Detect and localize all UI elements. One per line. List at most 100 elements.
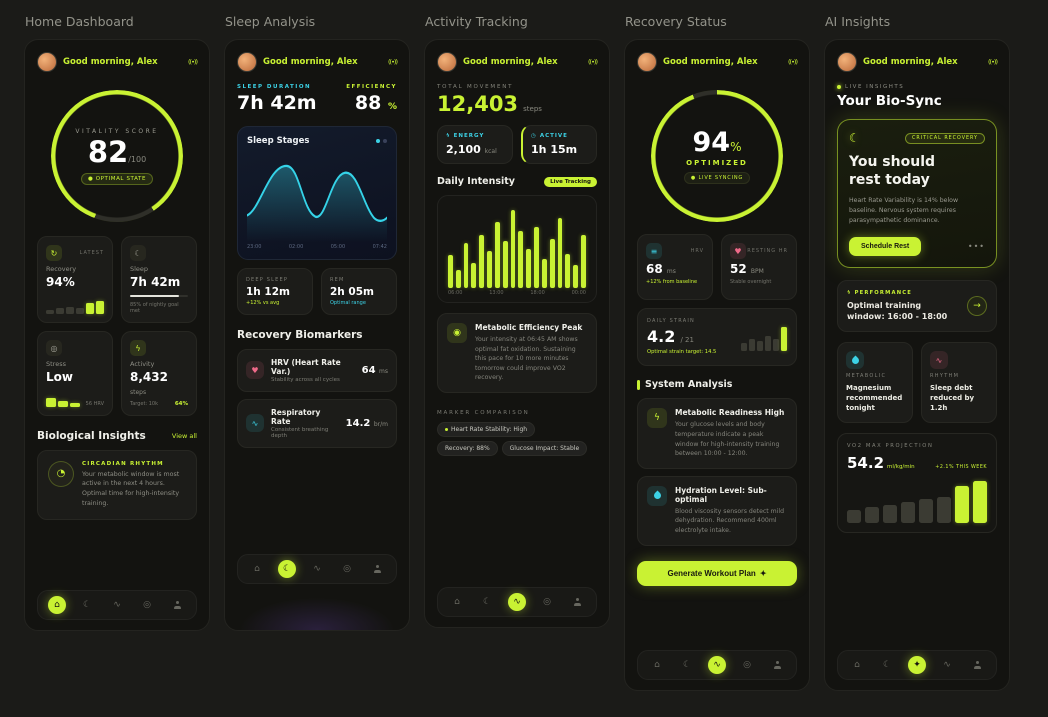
panel-title: AI Insights	[825, 14, 891, 29]
more-options-icon[interactable]: •••	[967, 241, 985, 251]
home-icon: ⌂	[454, 597, 460, 607]
profile-icon	[773, 661, 781, 669]
vo2-unit: ml/kg/min	[887, 463, 915, 470]
nav-home[interactable]: ⌂	[448, 593, 466, 611]
performance-card[interactable]: ϟ PERFORMANCE Optimal training window: 16…	[837, 279, 997, 333]
deep-sleep-value: 1h 12m	[246, 285, 290, 298]
schedule-rest-button[interactable]: Schedule Rest	[849, 236, 922, 256]
bottom-nav: ⌂ ☾ ∿ ◎	[237, 554, 397, 584]
rem-card[interactable]: REM 2h 05m Optimal range	[321, 267, 397, 315]
nav-activity[interactable]: ∿	[108, 596, 126, 614]
avatar[interactable]	[837, 52, 857, 72]
analysis-title: Hydration Level: Sub-optimal	[675, 485, 767, 504]
energy-card[interactable]: ϟ ENERGY 2,100 kcal	[437, 125, 513, 165]
bar	[781, 327, 787, 352]
screen-activity-tracking: Good morning, Alex ((•)) TOTAL MOVEMENT …	[424, 39, 610, 628]
sleep-card[interactable]: ☾ Sleep 7h 42m 85% of nightly goal met	[121, 236, 197, 324]
stat-label: Stress	[46, 360, 66, 369]
nav-recovery[interactable]: ◎	[538, 593, 556, 611]
design-canvas: Home Dashboard Good morning, Alex ((•)) …	[24, 10, 1010, 691]
bar	[534, 226, 539, 289]
chip-recovery[interactable]: Recovery: 88%	[437, 441, 498, 457]
nav-activity[interactable]: ∿	[938, 656, 956, 674]
app-header: Good morning, Alex ((•))	[437, 52, 598, 72]
nav-home[interactable]: ⌂	[248, 560, 266, 578]
hydration-card[interactable]: Hydration Level: Sub-optimal Blood visco…	[637, 475, 797, 546]
legend-dots	[376, 138, 387, 143]
avatar[interactable]	[437, 52, 457, 72]
nav-profile[interactable]	[768, 656, 786, 674]
intensity-chart-card: 06:00 13:00 18:00 00:00	[437, 195, 597, 304]
bar	[479, 234, 485, 289]
stress-card[interactable]: ◎ Stress Low 56 HRV	[37, 331, 113, 416]
hrv-biomarker-card[interactable]: ♥ HRV (Heart Rate Var.) Stability across…	[237, 348, 397, 392]
system-analysis-heading: System Analysis	[645, 379, 733, 391]
bar	[463, 242, 469, 289]
bar	[487, 251, 492, 289]
vo2-max-card[interactable]: VO2 MAX PROJECTION 54.2 ml/kg/min +2.1% …	[837, 432, 997, 533]
avatar[interactable]	[37, 52, 57, 72]
nav-home[interactable]: ⌂	[48, 596, 66, 614]
respiratory-biomarker-card[interactable]: ∿ Respiratory Rate Consistent breathing …	[237, 398, 397, 448]
nav-recovery[interactable]: ◎	[738, 656, 756, 674]
nav-home[interactable]: ⌂	[648, 656, 666, 674]
generate-workout-button[interactable]: Generate Workout Plan ✦	[637, 560, 797, 586]
panel-activity-tracking: Activity Tracking Good morning, Alex ((•…	[424, 10, 610, 628]
resp-unit: br/m	[373, 420, 388, 428]
nav-sleep[interactable]: ☾	[278, 560, 296, 578]
nav-ai[interactable]: ✦	[908, 656, 926, 674]
nav-activity[interactable]: ∿	[508, 593, 526, 611]
live-signal-icon[interactable]: ((•))	[388, 58, 398, 66]
sleep-value: 7h 42m	[130, 275, 181, 289]
sleep-duration-label: SLEEP DURATION	[237, 84, 312, 90]
resting-hr-card[interactable]: ♥ RESTING HR 52 BPM Stable overnight	[721, 234, 797, 300]
circadian-insight-card[interactable]: ◔ CIRCADIAN RHYTHM Your metabolic window…	[37, 449, 197, 520]
deep-sleep-card[interactable]: DEEP SLEEP 1h 12m +12% vs avg	[237, 267, 313, 315]
avatar[interactable]	[637, 52, 657, 72]
nav-activity[interactable]: ∿	[708, 656, 726, 674]
nav-sleep[interactable]: ☾	[78, 596, 96, 614]
nav-home[interactable]: ⌂	[848, 656, 866, 674]
nav-sleep[interactable]: ☾	[878, 656, 896, 674]
steps-unit: steps	[130, 389, 147, 397]
recovery-card[interactable]: ↻ LATEST Recovery 94%	[37, 236, 113, 324]
critical-recovery-card[interactable]: ☾ CRITICAL RECOVERY You should rest toda…	[837, 119, 997, 268]
chip-hr-stability[interactable]: Heart Rate Stability: High	[437, 422, 536, 438]
live-signal-icon[interactable]: ((•))	[188, 58, 198, 66]
nav-recovery[interactable]: ◎	[338, 560, 356, 578]
metabolic-card[interactable]: METABOLIC Magnesium recommended tonight	[837, 342, 913, 423]
nav-sleep[interactable]: ☾	[678, 656, 696, 674]
app-header: Good morning, Alex ((•))	[237, 52, 398, 72]
avatar[interactable]	[237, 52, 257, 72]
metabolic-readiness-card[interactable]: ϟ Metabolic Readiness High Your glucose …	[637, 398, 797, 469]
resting-hr-unit: BPM	[750, 268, 764, 275]
arrow-button[interactable]: →	[967, 295, 987, 316]
hrv-card[interactable]: ≡ HRV 68 ms +12% from baseline	[637, 234, 713, 300]
sleep-note: 85% of nightly goal met	[130, 302, 179, 315]
nav-profile[interactable]	[368, 560, 386, 578]
live-signal-icon[interactable]: ((•))	[988, 58, 998, 66]
nav-activity[interactable]: ∿	[308, 560, 326, 578]
nav-recovery[interactable]: ◎	[138, 596, 156, 614]
insights-heading: Biological Insights	[37, 429, 146, 442]
rem-label: REM	[330, 276, 345, 283]
view-all-link[interactable]: View all	[171, 431, 197, 440]
sleep-stages-card[interactable]: Sleep Stages 23:00 02:00	[237, 125, 397, 260]
nav-profile[interactable]	[968, 656, 986, 674]
chip-glucose[interactable]: Glucose Impact: Stable	[501, 441, 588, 457]
metabolic-peak-card[interactable]: ◉ Metabolic Efficiency Peak Your intensi…	[437, 313, 597, 394]
daily-strain-card[interactable]: DAILY STRAIN 4.2 / 21 Optimal strain tar…	[637, 308, 797, 367]
bar	[973, 480, 987, 523]
live-signal-icon[interactable]: ((•))	[788, 58, 798, 66]
live-signal-icon[interactable]: ((•))	[588, 58, 598, 66]
bar	[76, 307, 84, 315]
rhythm-card[interactable]: ∿ RHYTHM Sleep debt reduced by 1.2h	[921, 342, 997, 423]
bar	[455, 270, 461, 289]
activity-card[interactable]: ϟ Activity 8,432 steps Target: 10k 64%	[121, 331, 197, 416]
recovery-rings-icon: ◎	[543, 597, 551, 607]
nav-profile[interactable]	[568, 593, 586, 611]
nav-sleep[interactable]: ☾	[478, 593, 496, 611]
active-time-card[interactable]: ◷ ACTIVE 1h 15m	[521, 125, 597, 165]
nav-profile[interactable]	[168, 596, 186, 614]
hrv-unit: ms	[666, 268, 676, 275]
